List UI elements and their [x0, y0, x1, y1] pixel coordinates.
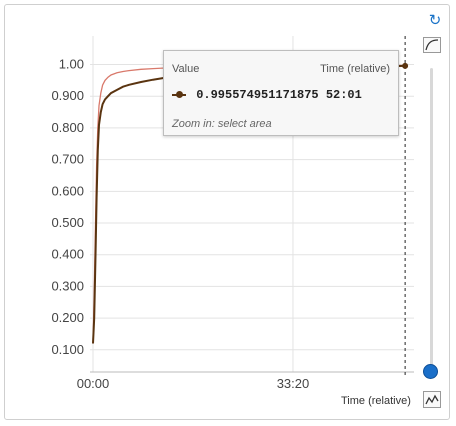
tooltip-value-header: Value	[172, 63, 200, 75]
y-tick-label: 1.00	[59, 57, 84, 72]
x-tick-label: 33:20	[277, 376, 310, 391]
smoothing-slider-track[interactable]	[430, 68, 433, 373]
hover-point	[402, 62, 409, 69]
y-axis-ticks: 0.100 0.200 0.300 0.400 0.500 0.600 0.700 0.800…	[51, 57, 84, 357]
xaxis-mode-label: Time (relative)	[341, 395, 411, 407]
y-tick-label: 0.100	[51, 342, 84, 357]
tooltip-value: 0.995574951171875	[196, 88, 319, 102]
y-tick-label: 0.800	[51, 120, 84, 135]
y-tick-label: 0.500	[51, 215, 84, 230]
smoothing-icon[interactable]	[423, 37, 441, 53]
x-axis-ticks: 00:00 33:20	[77, 376, 310, 391]
tooltip-row: 0.995574951171875 52:01	[172, 88, 362, 102]
undo-icon[interactable]: ↻	[428, 11, 442, 29]
y-tick-label: 0.300	[51, 278, 84, 293]
y-tick-label: 0.700	[51, 152, 84, 167]
xaxis-type-icon[interactable]	[423, 391, 441, 408]
hover-tooltip: Value Time (relative) 0.995574951171875 …	[163, 50, 399, 136]
tooltip-time-header: Time (relative)	[320, 63, 390, 75]
tooltip-hint: Zoom in: select area	[172, 118, 272, 130]
y-tick-label: 0.200	[51, 310, 84, 325]
xaxis-wave-icon	[425, 394, 439, 404]
series-marker-icon	[172, 90, 186, 100]
y-tick-label: 0.900	[51, 88, 84, 103]
smoothing-curve-icon	[425, 39, 439, 51]
smoothing-slider-thumb[interactable]	[423, 364, 438, 379]
tooltip-time: 52:01	[325, 88, 362, 102]
y-tick-label: 0.600	[51, 183, 84, 198]
y-tick-label: 0.400	[51, 247, 84, 262]
x-tick-label: 00:00	[77, 376, 110, 391]
